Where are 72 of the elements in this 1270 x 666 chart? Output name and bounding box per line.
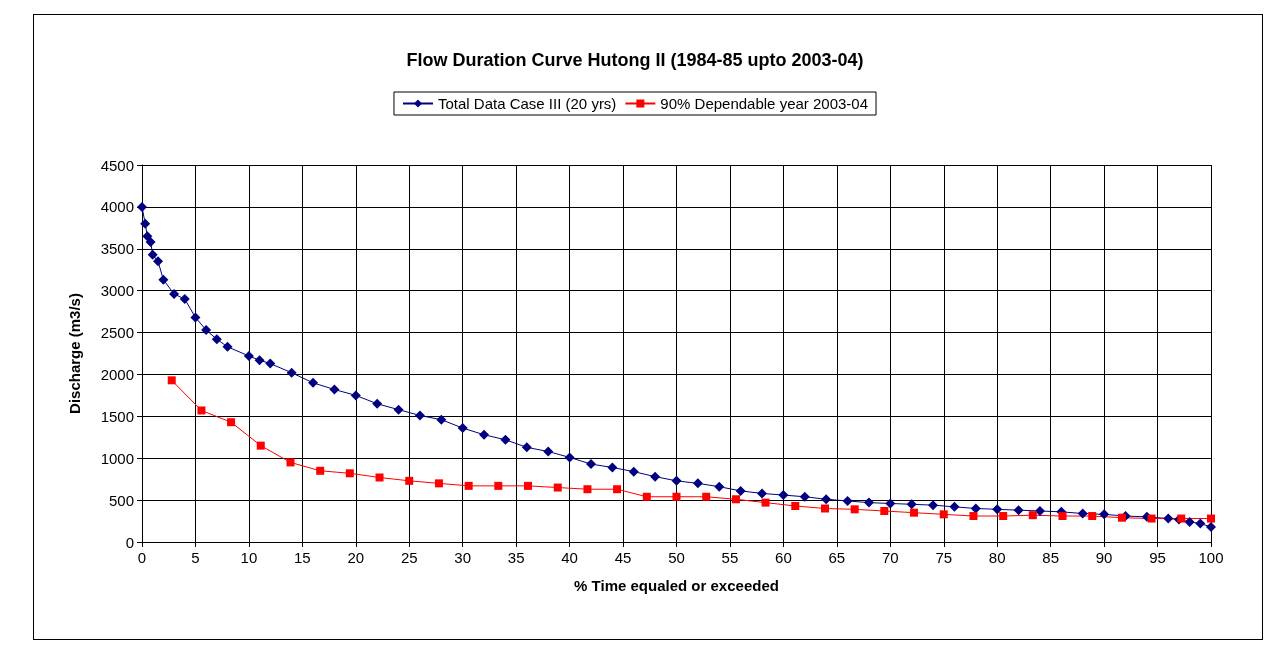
- point: [1088, 512, 1097, 521]
- legend-label: 90% Dependable year 2003-04: [660, 95, 869, 112]
- point: [316, 466, 325, 475]
- point: [494, 481, 503, 490]
- point: [850, 505, 859, 514]
- x-tick-label: 45: [614, 549, 632, 566]
- point: [1058, 512, 1067, 521]
- x-tick-label: 5: [191, 549, 200, 566]
- x-tick-label: 75: [935, 549, 953, 566]
- point: [583, 485, 592, 494]
- y-tick-label: 0: [125, 533, 134, 551]
- x-tick-label: 15: [294, 549, 311, 566]
- x-axis-title: % Time equaled or exceeded: [574, 577, 779, 594]
- y-tick-label: 4000: [100, 198, 134, 216]
- x-tick-label: 30: [454, 549, 472, 566]
- x-tick-label: 90: [1095, 549, 1113, 566]
- x-tick-label: 50: [668, 549, 685, 566]
- x-tick-label: 60: [775, 549, 792, 566]
- x-tick-label: 65: [828, 549, 846, 566]
- legend-label: Total Data Case III (20 yrs): [437, 95, 617, 112]
- x-tick-label: 80: [988, 549, 1006, 566]
- y-tick-label: 3500: [100, 240, 134, 258]
- point: [197, 406, 206, 415]
- point: [939, 510, 948, 519]
- point: [642, 492, 651, 501]
- x-tick-label: 25: [400, 549, 418, 566]
- x-tick-label: 10: [240, 549, 258, 566]
- point: [880, 507, 889, 515]
- point: [820, 504, 829, 513]
- x-tick-label: 95: [1149, 549, 1166, 566]
- x-tick-label: 35: [507, 549, 525, 566]
- point: [613, 485, 622, 494]
- point: [1177, 514, 1186, 523]
- x-tick-label: 85: [1042, 549, 1059, 566]
- y-tick-label: 1500: [100, 407, 134, 425]
- point: [464, 481, 473, 490]
- x-tick-label: 0: [137, 549, 147, 566]
- y-tick-label: 500: [108, 491, 134, 509]
- point: [731, 495, 740, 504]
- point: [910, 508, 919, 517]
- chart-title: Flow Duration Curve Hutong II (1984-85 upto 2003-04): [406, 50, 864, 70]
- y-tick-label: 1000: [100, 449, 134, 467]
- point: [524, 481, 533, 490]
- point: [256, 441, 265, 450]
- point: [999, 512, 1008, 521]
- y-tick-label: 2500: [100, 324, 134, 342]
- x-tick-label: 20: [347, 549, 365, 566]
- point: [405, 476, 414, 485]
- y-axis-title: Discharge (m3/s): [66, 293, 83, 414]
- point: [791, 501, 800, 510]
- point: [1147, 514, 1156, 523]
- point: [345, 469, 354, 478]
- point: [969, 512, 978, 521]
- point: [167, 376, 176, 385]
- point: [672, 492, 681, 501]
- y-tick-label: 2000: [100, 365, 134, 383]
- point: [286, 458, 295, 467]
- point: [761, 498, 770, 507]
- y-tick-label: 3000: [100, 282, 134, 300]
- point: [702, 492, 711, 501]
- point: [1028, 511, 1037, 520]
- x-tick-label: 70: [881, 549, 899, 566]
- x-tick-label: 55: [721, 549, 739, 566]
- y-tick-label: 4500: [100, 156, 134, 174]
- x-tick-label: 40: [561, 549, 578, 566]
- x-tick-label: 100: [1198, 549, 1224, 566]
- point: [375, 473, 384, 482]
- point: [227, 418, 236, 427]
- point: [553, 483, 562, 492]
- point: [1117, 513, 1126, 522]
- point: [434, 479, 443, 488]
- point: [1207, 514, 1215, 523]
